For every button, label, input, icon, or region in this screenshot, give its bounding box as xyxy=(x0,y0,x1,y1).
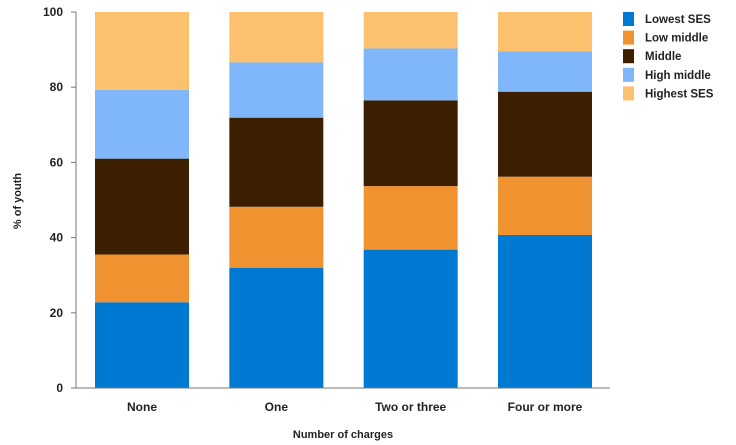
y-tick-label: 40 xyxy=(50,231,64,245)
bar-segment xyxy=(229,117,324,207)
legend-swatch xyxy=(623,30,634,45)
bar-segment xyxy=(95,158,189,255)
x-tick-label: None xyxy=(127,400,157,414)
bar-segment xyxy=(95,302,189,388)
bar-segment xyxy=(498,12,592,52)
legend-label: High middle xyxy=(645,70,711,82)
y-tick-label: 60 xyxy=(50,155,64,169)
bar-segment xyxy=(498,234,592,388)
bars-layer xyxy=(95,12,592,388)
legend: Lowest SES Low middle Middle High middle Hig… xyxy=(623,12,714,101)
y-axis-title: % of youth xyxy=(12,173,24,229)
bar-segment xyxy=(229,267,324,388)
bar-segment xyxy=(363,186,458,250)
y-tick-label: 20 xyxy=(50,306,64,320)
legend-swatch xyxy=(623,12,634,26)
bar-segment xyxy=(95,89,189,159)
legend-swatch xyxy=(623,86,634,101)
bar-segment xyxy=(229,206,324,268)
x-tick-label: One xyxy=(265,400,289,414)
x-tick-label: Four or more xyxy=(508,400,583,414)
x-axis-title: Number of charges xyxy=(293,429,393,441)
bar-segment xyxy=(95,12,189,90)
bar-segment xyxy=(498,176,592,235)
y-tick-label: 0 xyxy=(56,381,63,395)
legend-label: Highest SES xyxy=(645,88,714,100)
bar-segment xyxy=(363,12,458,49)
axis-layer: None One Two or three Four or more 0 20 40 60 80… xyxy=(43,5,610,414)
bar-segment xyxy=(363,249,458,388)
legend-label: Middle xyxy=(645,51,681,63)
legend-label: Low middle xyxy=(645,33,708,45)
legend-swatch xyxy=(623,67,634,82)
bar-segment xyxy=(498,51,592,92)
bar-segment xyxy=(229,62,324,118)
y-tick-label: 100 xyxy=(43,5,63,19)
bar-segment xyxy=(363,100,458,187)
x-tick-label: Two or three xyxy=(375,400,446,414)
y-tick-label: 80 xyxy=(50,80,64,94)
bar-segment xyxy=(95,254,189,303)
legend-label: Lowest SES xyxy=(645,14,711,26)
legend-swatch xyxy=(623,49,634,64)
bar-segment xyxy=(363,48,458,101)
bar-segment xyxy=(498,91,592,177)
bar-segment xyxy=(229,12,324,63)
